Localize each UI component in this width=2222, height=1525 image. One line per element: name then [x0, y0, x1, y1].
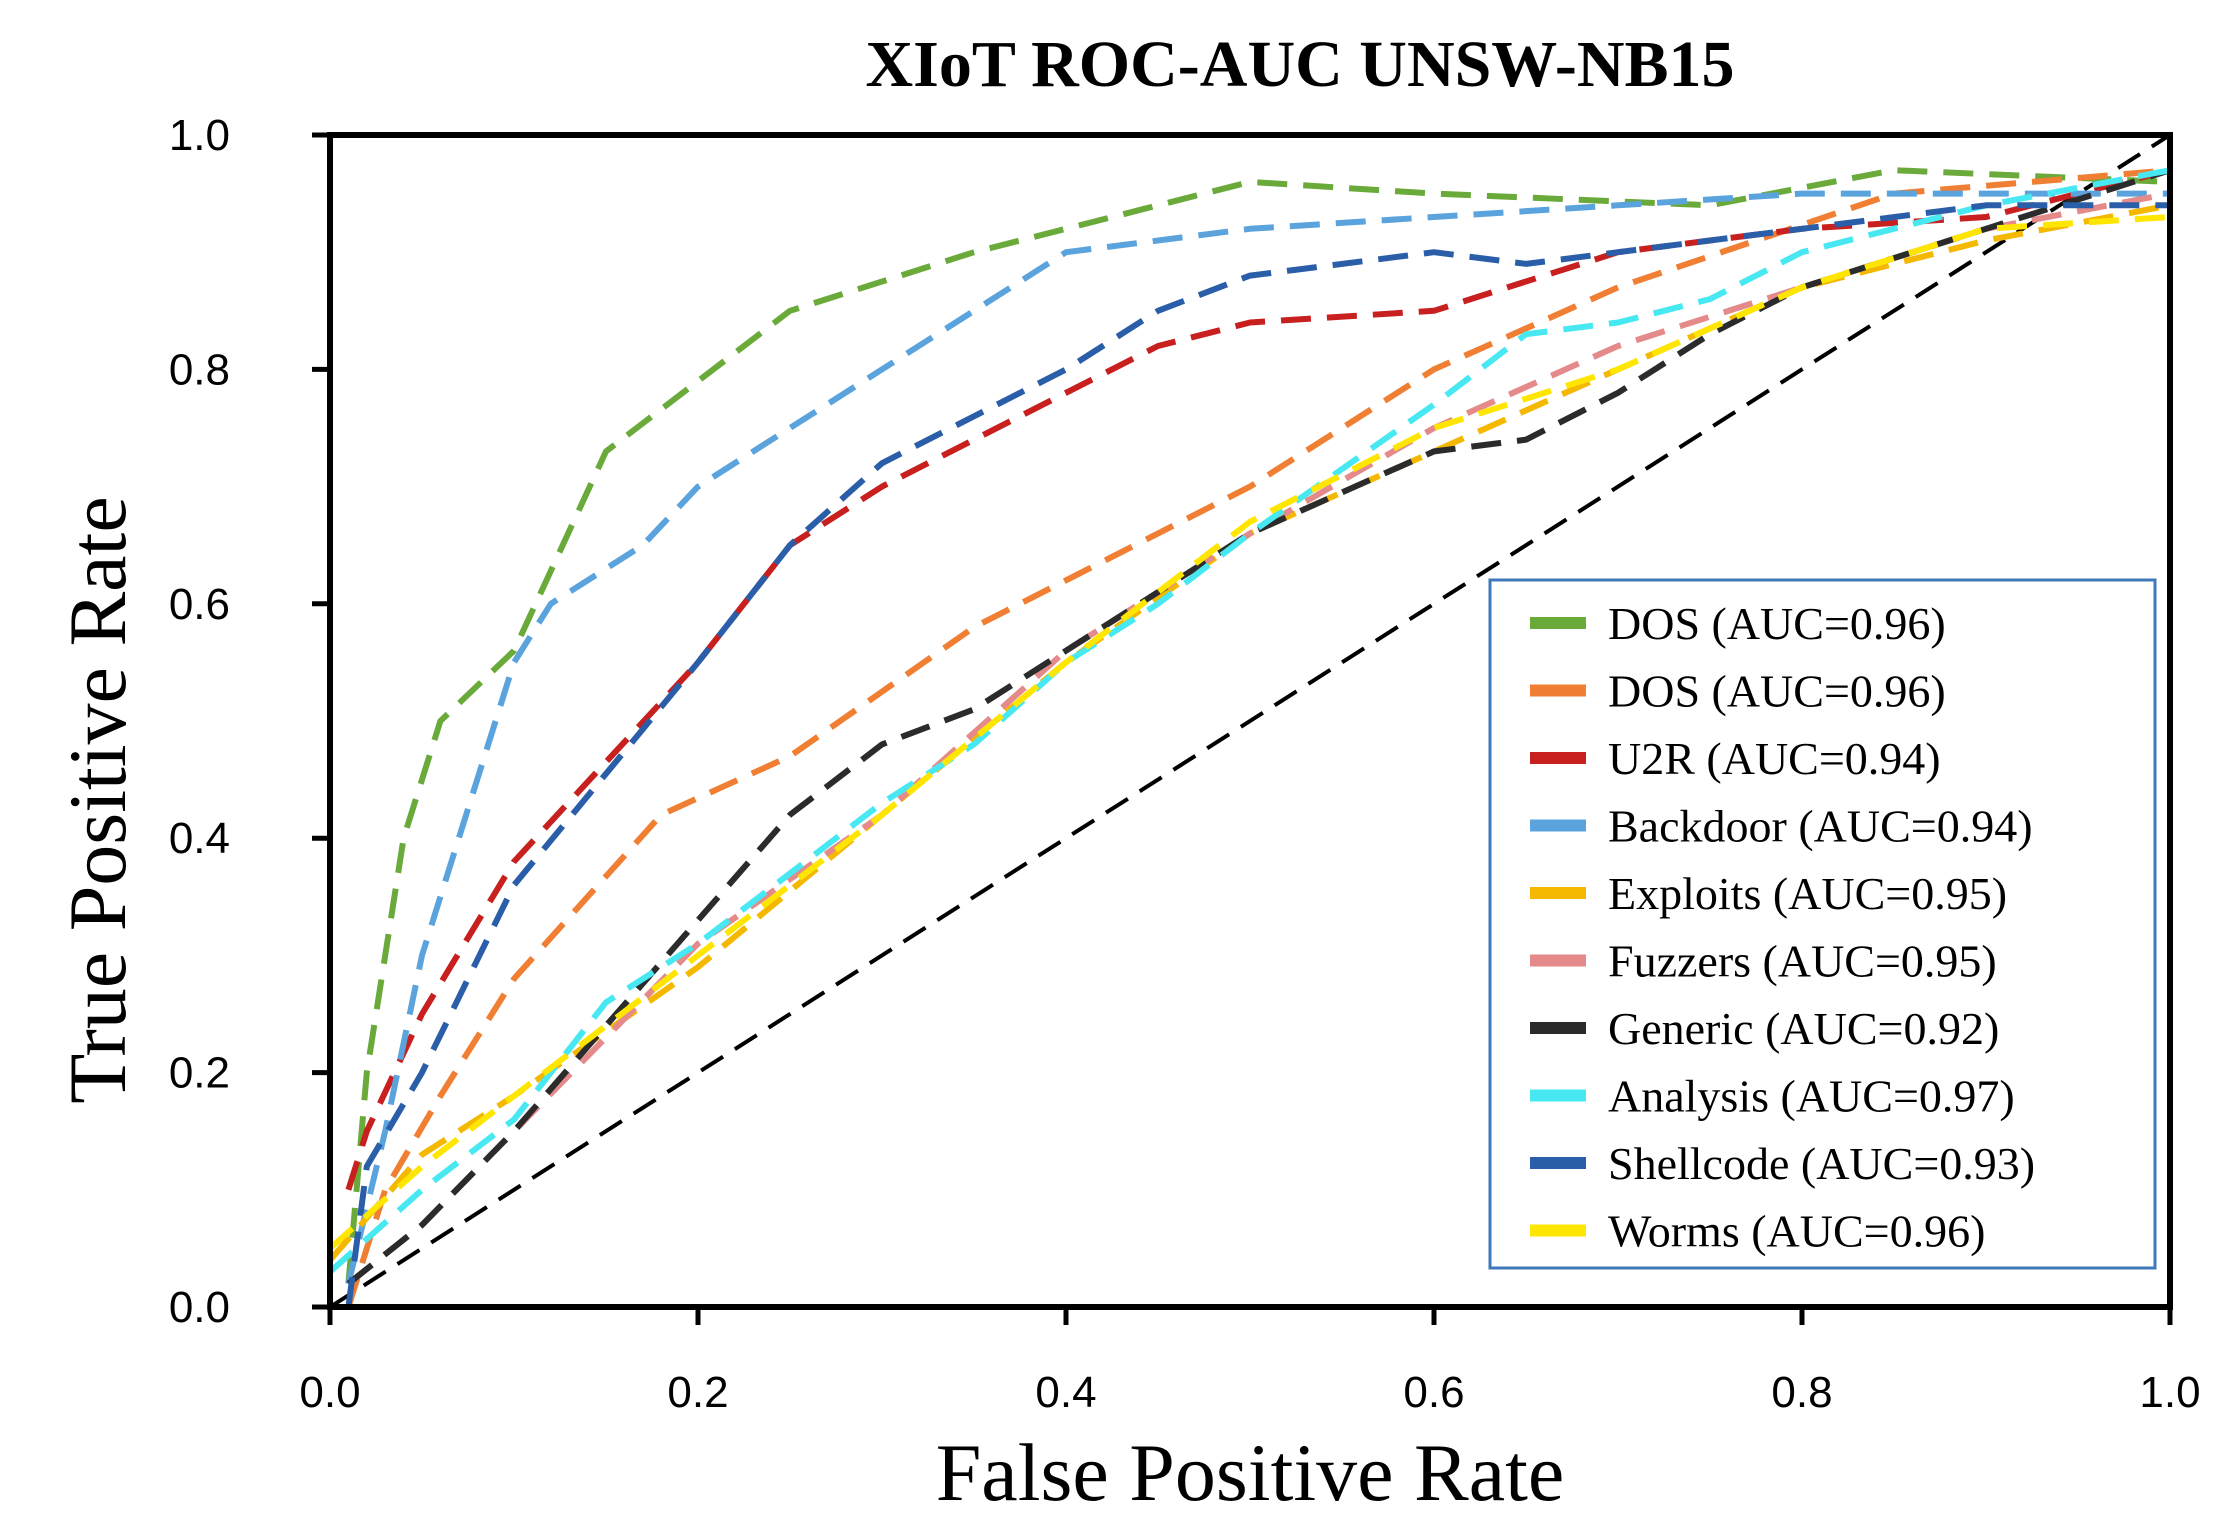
- diagonal-reference-line: [328, 135, 2172, 1307]
- chart-title: XIoT ROC-AUC UNSW-NB15: [865, 28, 1734, 101]
- series-line-4: [345, 190, 2170, 1285]
- x-tick-label-3: 0.4: [1035, 1368, 1096, 1417]
- axis-ticks-layer: 0.0 0.2 0.4 0.6 0.8 1.0 0.0 0.2 0.4 0.6 0.8 1.0: [169, 111, 2201, 1417]
- y-tick-label-1: 0.0: [169, 1283, 230, 1332]
- legend-label-3: U2R (AUC=0.94): [1608, 733, 1941, 784]
- x-axis-label: False Positive Rate: [936, 1427, 1565, 1518]
- series-line-10: [328, 214, 2171, 1251]
- plot-series-group: [327, 135, 2172, 1307]
- legend: DOS (AUC=0.96) DOS (AUC=0.96) U2R (AUC=0.9…: [1488, 578, 2157, 1270]
- legend-label-2: DOS (AUC=0.96): [1608, 666, 1946, 717]
- legend-box: [1488, 578, 2157, 1270]
- y-tick-label-4: 0.6: [169, 580, 230, 629]
- series-line-8: [328, 167, 2171, 1275]
- series-line-2: [345, 167, 2171, 1307]
- y-tick-label-3: 0.4: [169, 814, 230, 863]
- legend-items: DOS (AUC=0.96) DOS (AUC=0.96) U2R (AUC=0.9…: [1530, 598, 2035, 1257]
- legend-label-9: Shellcode (AUC=0.93): [1608, 1138, 2035, 1189]
- y-tick-label-5: 0.8: [169, 345, 230, 394]
- x-tick-label-5: 0.8: [1771, 1368, 1832, 1417]
- legend-label-10: Worms (AUC=0.96): [1608, 1206, 1985, 1257]
- series-lines-layer: [327, 135, 2172, 1307]
- x-tick-label-1: 0.0: [299, 1368, 360, 1417]
- x-tick-label-4: 0.6: [1403, 1368, 1464, 1417]
- x-tick-label-6: 1.0: [2139, 1368, 2200, 1417]
- series-line-1: [345, 167, 2171, 1284]
- legend-label-1: DOS (AUC=0.96): [1608, 598, 1946, 649]
- legend-label-6: Fuzzers (AUC=0.95): [1608, 936, 1997, 987]
- legend-label-7: Generic (AUC=0.92): [1608, 1003, 1999, 1054]
- legend-label-4: Backdoor (AUC=0.94): [1608, 801, 2033, 852]
- y-tick-label-6: 1.0: [169, 111, 230, 160]
- plot-area-frame: [327, 132, 2173, 1310]
- legend-label-5: Exploits (AUC=0.95): [1608, 868, 2007, 919]
- x-tick-label-2: 0.2: [667, 1368, 728, 1417]
- y-tick-label-2: 0.2: [169, 1049, 230, 1098]
- legend-label-8: Analysis (AUC=0.97): [1608, 1071, 2015, 1122]
- series-line-7: [346, 167, 2171, 1286]
- y-axis-label: True Positive Rate: [52, 496, 143, 1103]
- series-line-9: [345, 202, 2170, 1307]
- series-line-3: [345, 167, 2171, 1191]
